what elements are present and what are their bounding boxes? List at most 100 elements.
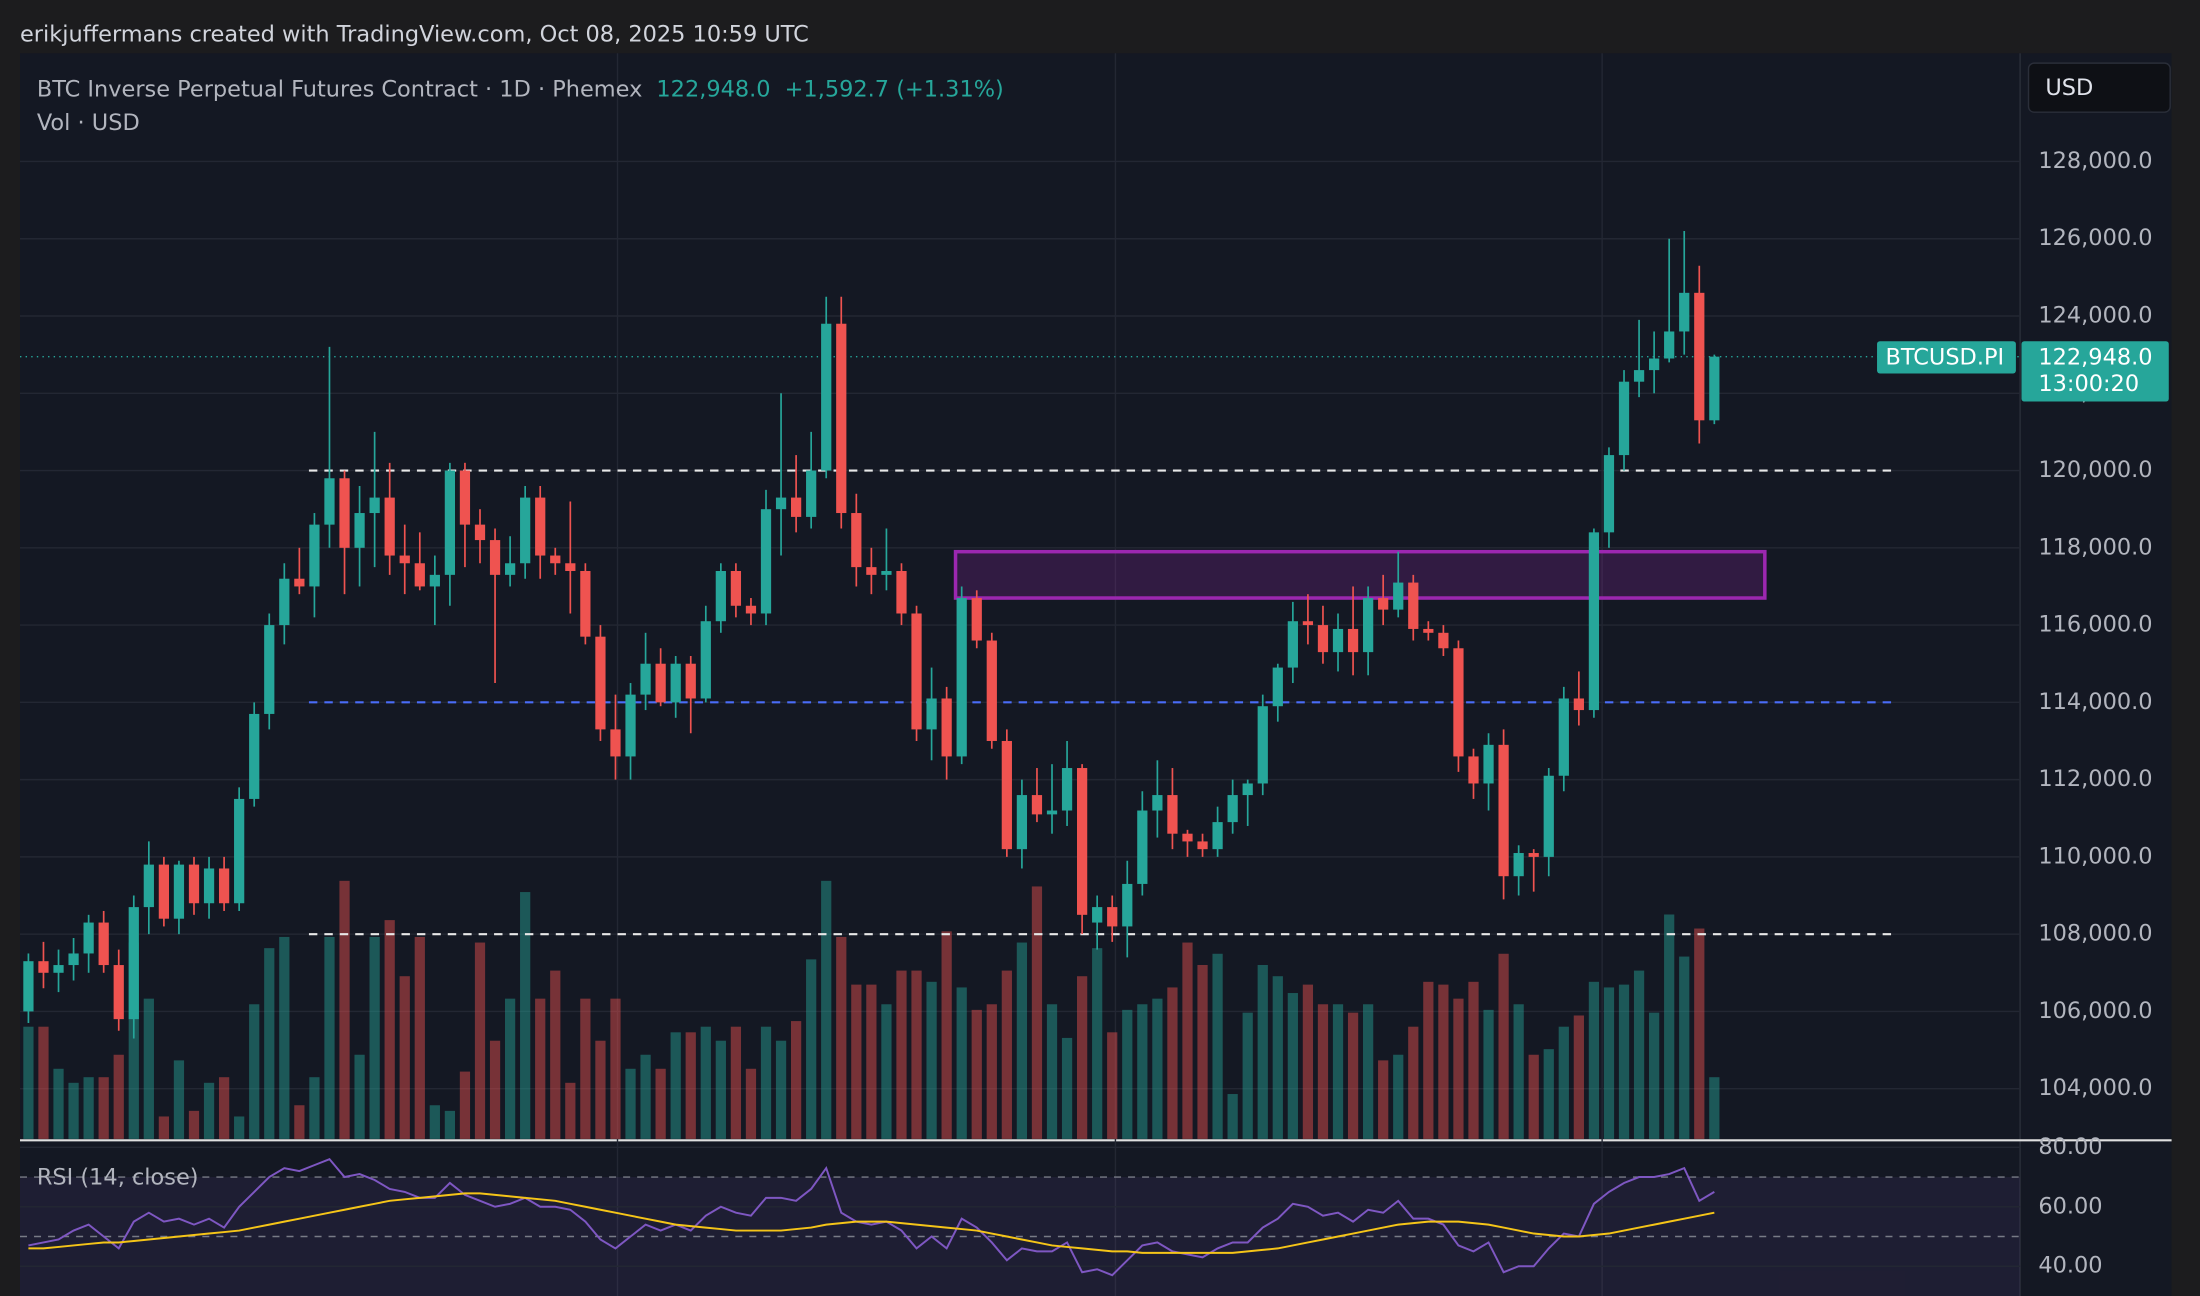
candle-body xyxy=(1468,756,1479,784)
candle-body xyxy=(1603,455,1615,533)
candle-body xyxy=(896,570,907,614)
volume-bar xyxy=(1558,1026,1569,1139)
volume-bar xyxy=(806,959,817,1139)
zone xyxy=(953,549,1767,600)
y-tick-label: 118,000.0 xyxy=(2038,534,2152,560)
candle-body xyxy=(339,478,350,548)
candle-body xyxy=(1408,582,1419,629)
candle-body xyxy=(1257,706,1268,784)
candle-body xyxy=(1287,621,1298,668)
candle-body xyxy=(1438,632,1449,649)
candle-body xyxy=(670,663,681,703)
candle-body xyxy=(640,663,651,695)
candle-body xyxy=(294,578,305,587)
volume-bar xyxy=(354,1054,365,1139)
volume-bar xyxy=(1092,948,1103,1139)
volume-bar xyxy=(1152,998,1163,1139)
volume-bar xyxy=(309,1077,320,1139)
y-tick-label: 108,000.0 xyxy=(2038,921,2152,947)
volume-label: Vol · USD xyxy=(37,110,140,136)
candle-body xyxy=(911,613,922,730)
candle-body xyxy=(1513,853,1524,877)
candle-body xyxy=(1694,292,1705,421)
candle-body xyxy=(775,497,787,510)
volume-bar xyxy=(113,1054,124,1139)
candle-body xyxy=(1588,532,1600,711)
currency-label[interactable]: USD xyxy=(2045,75,2093,101)
symbol: BTC Inverse Perpetual Futures Contract ·… xyxy=(37,76,643,102)
volume-bar xyxy=(1001,970,1012,1139)
currency-button[interactable] xyxy=(2027,62,2171,113)
volume-bar xyxy=(23,1026,34,1139)
countdown: 13:00:20 xyxy=(2038,371,2139,397)
volume-bar xyxy=(1061,1037,1073,1139)
candle-body xyxy=(354,513,365,548)
volume-bar xyxy=(580,998,591,1139)
candle-body xyxy=(1031,795,1043,815)
candle-body xyxy=(309,524,320,587)
candle-body xyxy=(489,540,501,575)
candle-body xyxy=(218,868,230,904)
candle-body xyxy=(474,524,486,541)
volume-bar xyxy=(881,1004,892,1139)
volume-bar xyxy=(1212,953,1223,1139)
candle-body xyxy=(83,922,94,954)
volume-bar xyxy=(926,981,937,1139)
volume-bar xyxy=(369,936,380,1139)
candle-body xyxy=(986,640,997,741)
volume-bar xyxy=(1543,1049,1554,1139)
candle-body xyxy=(1242,783,1253,796)
volume-bar xyxy=(1468,981,1479,1139)
volume-bar xyxy=(128,942,139,1139)
volume-bar xyxy=(444,1110,456,1139)
candle-body xyxy=(851,513,862,568)
rsi-line xyxy=(28,1158,1715,1277)
candle-body xyxy=(1302,621,1314,626)
candle-body xyxy=(68,953,79,966)
candle-body xyxy=(1543,775,1554,857)
candle-body xyxy=(234,798,245,904)
candle-body xyxy=(1378,598,1389,610)
volume-bar xyxy=(700,1026,711,1139)
y-tick-label: 128,000.0 xyxy=(2038,148,2152,174)
candle-body xyxy=(429,574,440,587)
rsi-tick-label: 60.00 xyxy=(2038,1193,2102,1219)
candle-body xyxy=(1498,744,1509,877)
candle-body xyxy=(1618,381,1630,456)
volume-bar xyxy=(670,1032,681,1139)
volume-bar xyxy=(173,1060,185,1139)
volume-bar xyxy=(429,1105,440,1139)
volume-bar xyxy=(474,942,486,1139)
candle-body xyxy=(324,478,335,525)
candle-body xyxy=(836,323,847,514)
candle-body xyxy=(143,864,154,908)
volume-bar xyxy=(1438,984,1449,1139)
volume-bar xyxy=(1649,1012,1660,1139)
candle-body xyxy=(715,570,726,622)
volume-bar xyxy=(1332,1004,1344,1139)
volume-bar xyxy=(98,1077,109,1139)
volume-bar xyxy=(1528,1054,1539,1139)
volume-bar xyxy=(53,1068,64,1139)
volume-bar xyxy=(218,1077,230,1139)
volume-bar xyxy=(294,1105,305,1139)
volume-bar xyxy=(535,998,546,1139)
candle-body xyxy=(1182,833,1193,842)
candle-body xyxy=(535,497,546,556)
candle-body xyxy=(866,567,877,575)
volume-bar xyxy=(1679,956,1690,1139)
volume-bar xyxy=(1633,970,1645,1139)
volume-bar xyxy=(339,880,350,1139)
volume-bar xyxy=(896,970,907,1139)
candle-body xyxy=(1528,853,1539,857)
volume-bar xyxy=(836,936,847,1139)
rsi-tick-label: 40.00 xyxy=(2038,1253,2102,1279)
volume-bar xyxy=(775,1040,787,1139)
volume-bar xyxy=(1513,1004,1524,1139)
candle-body xyxy=(128,907,139,1020)
volume-bar xyxy=(1182,942,1193,1139)
y-tick-label: 112,000.0 xyxy=(2038,766,2152,792)
candle-body xyxy=(565,563,576,571)
volume-bar xyxy=(986,1004,997,1139)
